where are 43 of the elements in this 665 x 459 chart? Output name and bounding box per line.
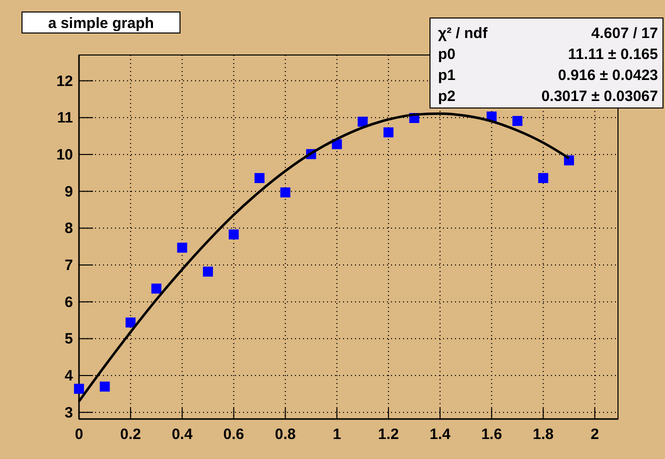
point — [228, 229, 239, 240]
x-tick-label: 1.6 — [481, 426, 502, 443]
point — [74, 384, 84, 394]
annotation: p1 — [438, 67, 456, 84]
y-tick-label: 7 — [64, 257, 73, 274]
y-tick-label: 4 — [64, 368, 74, 385]
annotation: 0.3017 ± 0.03067 — [541, 88, 658, 105]
y-tick-label: 12 — [56, 72, 73, 90]
y-tick-label: 5 — [64, 330, 73, 348]
y-tick-label: 3 — [64, 404, 73, 422]
x-tick-label: 0 — [74, 426, 84, 443]
x-tick-label: 1 — [332, 426, 342, 443]
annotation: 0.916 ± 0.0423 — [558, 67, 658, 84]
point — [151, 284, 162, 294]
y-tick-label: 11 — [57, 110, 73, 127]
point — [280, 187, 290, 198]
x-tick-label: 1.2 — [378, 426, 399, 443]
x-tick-label: 1.4 — [430, 426, 452, 443]
text: χ² / ndf — [438, 25, 488, 42]
point — [512, 116, 522, 126]
annotation: 11.11 ± 0.165 — [568, 46, 658, 63]
x-tick-label: 0.8 — [274, 426, 296, 443]
text: 4.607 / 17 — [591, 25, 658, 42]
y-tick-label: 10 — [56, 146, 73, 164]
point — [358, 116, 368, 127]
annotation: p2 — [438, 88, 456, 105]
point — [126, 317, 136, 328]
y-tick-label: 6 — [64, 294, 73, 311]
x-tick-label: 0.4 — [172, 426, 194, 443]
x-tick-label: 0.6 — [223, 426, 244, 443]
point — [177, 242, 188, 253]
x-tick-label: 1.8 — [532, 426, 554, 443]
y-tick-label: 8 — [64, 220, 73, 238]
y-tick-label: 9 — [64, 183, 73, 200]
point — [100, 382, 110, 392]
point — [254, 173, 265, 184]
point — [383, 127, 394, 138]
x-tick-label: 0.2 — [120, 426, 142, 443]
point — [202, 266, 213, 277]
chart-title: a simple graph — [48, 15, 154, 32]
annotation: p0 — [438, 46, 456, 63]
x-tick-label: 2 — [590, 426, 599, 443]
point — [538, 173, 548, 184]
